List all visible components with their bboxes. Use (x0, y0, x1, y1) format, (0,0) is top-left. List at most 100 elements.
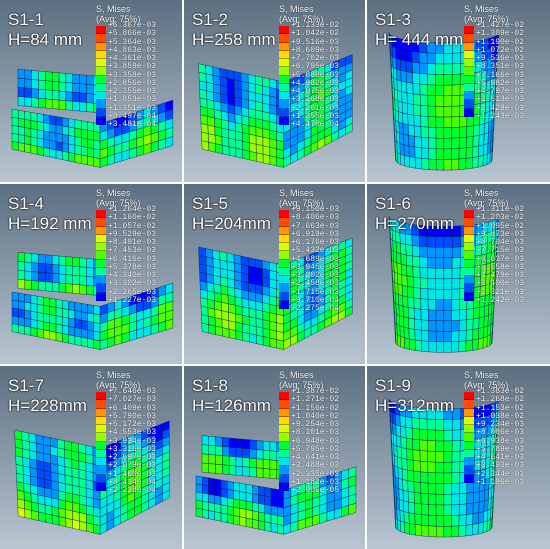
legend-value: +6.416e-03 (108, 254, 157, 264)
panel-s1-2: S1-2 H=258 mm S, Mises (Avg: 75%) +1.133e-02… (184, 0, 365, 182)
legend-color-bar (279, 210, 289, 309)
legend-swatch (96, 116, 106, 125)
legend-averaging: (Avg: 75%) (464, 380, 509, 390)
legend-swatch (464, 210, 474, 219)
legend-value: +1.040e-02 (291, 411, 340, 421)
legend-swatch (96, 42, 106, 51)
legend-value: +3.358e-03 (108, 70, 157, 80)
legend-swatch (464, 400, 474, 409)
legend-value: +8.491e-03 (108, 238, 157, 247)
legend-swatch (96, 59, 106, 68)
legend-title: S, Mises (96, 4, 131, 14)
legend-value: +8.609e-03 (291, 45, 340, 55)
legend-swatch (464, 42, 474, 51)
legend-swatch (96, 92, 106, 101)
side-wall-mesh (99, 99, 174, 168)
legend-value: +1.182e-03 (291, 477, 340, 487)
legend-color-bar (464, 392, 474, 483)
legend-values: +1.427e-02 +1.309e-02 +1.190e-02 +1.072e-02… (476, 21, 525, 121)
legend-swatch (279, 226, 289, 235)
legend-value: +5.795e-03 (291, 444, 340, 454)
legend-value: +9.516e-03 (291, 37, 340, 47)
legend-swatch (279, 34, 289, 43)
legend-value: +1.243e-03 (476, 111, 525, 121)
legend-swatch (464, 466, 474, 475)
legend-title: S, Mises (464, 370, 499, 380)
legend-value: +2.458e-03 (291, 279, 340, 289)
legend-values: +6.367e-03 +5.866e-03 +5.364e-03 +4.863e-03… (108, 21, 157, 129)
legend-swatch (279, 300, 289, 309)
legend-swatch (464, 276, 474, 285)
front-wall-mesh (198, 246, 284, 350)
legend-color-bar (464, 210, 474, 301)
legend-swatch (96, 292, 106, 301)
legend-swatch (279, 284, 289, 293)
legend-value: +8.497e-04 (108, 111, 157, 121)
stress-legend: S, Mises (Avg: 75%) +6.367e-03 +5.866e-03 +5… (96, 4, 180, 135)
legend-swatch (279, 83, 289, 92)
legend-values: +1.264e-02 +1.160e-02 +1.057e-02 +9.529e-03… (108, 205, 157, 305)
legend-swatch (96, 75, 106, 84)
specimen-label: S1-2 H=258 mm (192, 10, 276, 50)
legend-value: +6.795e-03 (291, 62, 340, 72)
legend-title: S, Mises (96, 370, 131, 380)
legend-swatch (464, 234, 474, 243)
legend-swatch (279, 292, 289, 301)
legend-values: +1.311e-02 +1.203e-02 +1.095e-02 +9.873e-03… (476, 205, 525, 305)
specimen-id: S1-5 (192, 194, 228, 213)
fe-model-render (388, 216, 499, 353)
panel-s1-7: S1-7 H=228mm S, Mises (Avg: 75%) +7.646e-03 +… (0, 366, 182, 549)
specimen-id: S1-8 (192, 376, 228, 395)
legend-swatch (96, 67, 106, 76)
legend-value: +7.453e-03 (108, 246, 157, 256)
legend-swatch (279, 449, 289, 458)
legend-value: +1.153e-02 (476, 403, 525, 413)
legend-value: +9.234e-03 (476, 420, 525, 429)
legend-swatch (464, 449, 474, 458)
fe-model-render (11, 68, 174, 168)
legend-values: +1.133e-02 +1.042e-02 +9.516e-03 +8.609e-03… (291, 21, 340, 129)
front-wall-mesh (14, 429, 101, 535)
legend-averaging: (Avg: 75%) (96, 14, 141, 24)
legend-values: +1.387e-02 +1.271e-02 +1.156e-02 +1.040e-02… (291, 387, 340, 495)
specimen-id: S1-3 (375, 10, 411, 29)
panel-s1-3: S1-3 H= 444 mm S, Mises (Avg: 75%) +1.427e-0… (367, 0, 550, 182)
legend-value: +1.057e-02 (108, 221, 157, 231)
legend-swatch (96, 441, 106, 450)
legend-value: +8.794e-03 (476, 238, 525, 247)
specimen-id: S1-4 (8, 194, 44, 213)
legend-swatch (464, 408, 474, 417)
legend-swatch (279, 433, 289, 442)
legend-value: +8.101e-03 (291, 428, 340, 438)
legend-value: +1.271e-02 (291, 395, 340, 405)
legend-swatch (464, 92, 474, 101)
legend-swatch (279, 234, 289, 243)
legend-swatch (464, 243, 474, 252)
legend-swatch (279, 466, 289, 475)
legend-value: +4.340e-03 (108, 271, 157, 280)
specimen-id: S1-9 (375, 376, 411, 395)
panel-s1-6: S1-6 H=270mm S, Mises (Avg: 75%) +1.311e-02 +… (367, 184, 550, 364)
legend-swatch (279, 100, 289, 109)
legend-value: +6.637e-03 (476, 254, 525, 264)
legend-value: +7.715e-03 (476, 246, 525, 256)
legend-value: +4.478e-04 (291, 120, 340, 129)
legend-value: +7.702e-03 (291, 54, 340, 63)
legend-color-bar (96, 392, 106, 491)
specimen-height: H=84 mm (8, 30, 83, 49)
legend-value: +2.228e-04 (108, 486, 157, 495)
side-wall-mesh (99, 282, 174, 350)
legend-swatch (96, 267, 106, 276)
specimen-label: S1-7 H=228mm (8, 376, 87, 416)
legend-values: +1.383e-02 +1.268e-02 +1.153e-02 +1.038e-02… (476, 387, 525, 487)
stress-legend: S, Mises (Avg: 75%) +1.264e-02 +1.160e-02 +1… (96, 188, 180, 311)
legend-value: +1.351e-03 (108, 103, 157, 113)
legend-value: +6.948e-03 (291, 436, 340, 446)
legend-value: +7.027e-03 (108, 395, 157, 405)
legend-value: +4.075e-03 (291, 87, 340, 96)
legend-value: +8.406e-03 (291, 213, 340, 223)
legend-value: +2.697e-03 (108, 453, 157, 462)
legend-value: +3.945e-03 (291, 262, 340, 272)
legend-swatch (279, 108, 289, 117)
legend-swatch (279, 50, 289, 59)
